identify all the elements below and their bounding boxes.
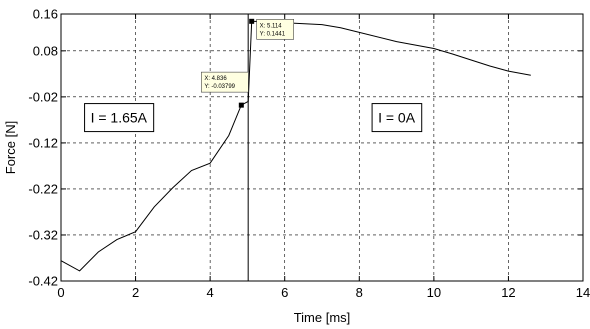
x-tick-label: 6 bbox=[281, 285, 288, 300]
y-tick-label: 0.08 bbox=[33, 43, 58, 58]
datatip-x-text: X: 4.836 bbox=[204, 76, 227, 82]
datatip-x-text: X: 5.114 bbox=[260, 23, 283, 29]
annotation-layer: I = 1.65A I = 0A bbox=[84, 103, 423, 133]
y-tick-label: -0.12 bbox=[28, 135, 58, 150]
current-annotation-box bbox=[371, 103, 423, 133]
x-tick-labels: 0 2 4 6 8 10 12 14 bbox=[57, 285, 590, 300]
y-tick-labels: 0.16 0.08 -0.02 -0.12 -0.22 -0.32 -0.42 bbox=[28, 7, 58, 289]
current-annotation-box bbox=[84, 103, 155, 133]
axes-frame bbox=[60, 13, 584, 282]
current-annotation-text: I = 0A bbox=[378, 110, 416, 126]
force-series-line bbox=[60, 20, 531, 272]
datatip-marker bbox=[238, 102, 244, 108]
y-tick-label: -0.02 bbox=[28, 89, 58, 104]
datatip-y-text: Y: -0.03799 bbox=[204, 84, 235, 90]
datatip-y-text: Y: 0.1441 bbox=[260, 31, 286, 37]
x-tick-label: 4 bbox=[207, 285, 214, 300]
y-tick-label: -0.22 bbox=[28, 181, 58, 196]
grid-lines bbox=[61, 14, 583, 281]
x-tick-label: 12 bbox=[501, 285, 515, 300]
y-tick-label: -0.42 bbox=[28, 274, 58, 289]
datatip-layer: X: 4.836 Y: -0.03799 X: 5.114 Y: 0.1441 bbox=[201, 18, 294, 108]
y-axis-label: Force [N] bbox=[3, 121, 18, 174]
axis-ticks bbox=[60, 13, 584, 282]
x-tick-label: 10 bbox=[427, 285, 441, 300]
x-tick-label: 8 bbox=[356, 285, 363, 300]
datatip-box bbox=[256, 19, 294, 40]
y-tick-label: -0.32 bbox=[28, 227, 58, 242]
datatip-box bbox=[201, 71, 249, 93]
y-tick-label: 0.16 bbox=[33, 7, 58, 22]
current-annotation-text: I = 1.65A bbox=[91, 110, 148, 126]
datatip-marker bbox=[249, 18, 255, 24]
series-layer bbox=[60, 20, 531, 272]
x-tick-label: 2 bbox=[132, 285, 139, 300]
x-tick-label: 14 bbox=[576, 285, 590, 300]
x-tick-label: 0 bbox=[57, 285, 64, 300]
x-axis-label: Time [ms] bbox=[294, 310, 351, 325]
